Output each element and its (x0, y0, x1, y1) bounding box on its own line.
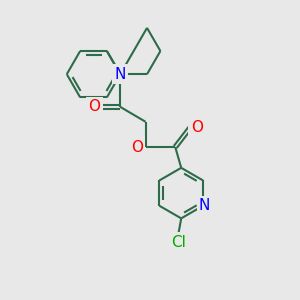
Text: N: N (115, 67, 126, 82)
Text: O: O (88, 99, 101, 114)
Text: O: O (191, 120, 203, 135)
Text: N: N (199, 198, 210, 213)
Text: O: O (130, 140, 142, 154)
Text: Cl: Cl (171, 235, 186, 250)
